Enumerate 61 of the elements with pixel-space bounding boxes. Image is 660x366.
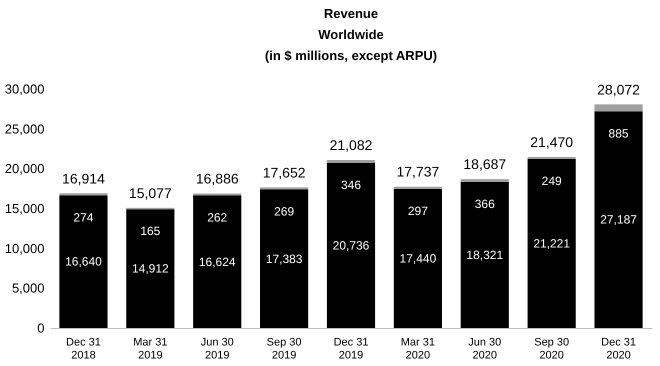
text: (in $ millions, except ARPU)	[264, 48, 438, 63]
data-label: 16,624	[198, 254, 236, 269]
data-label: 249	[542, 174, 562, 188]
total-label: 16,886	[196, 170, 239, 186]
bar	[260, 187, 308, 190]
total-label: 21,470	[530, 134, 574, 150]
bar	[394, 186, 442, 190]
total-label: 28,072	[597, 81, 640, 98]
data-label: 21,221	[533, 236, 570, 250]
total-label: 21,082	[330, 137, 373, 154]
data-label: 16,640	[65, 254, 102, 269]
bar	[460, 179, 509, 182]
total-label: 16,914	[62, 170, 106, 186]
data-label: 14,912	[132, 262, 170, 276]
y-tick-label: 5,000	[12, 280, 44, 296]
bar	[326, 160, 376, 163]
y-tick-label: 15,000	[4, 201, 44, 216]
text: Revenue	[324, 6, 378, 21]
bar	[193, 196, 242, 328]
bar	[260, 190, 308, 328]
x-tick-label: Sep 30 2020	[534, 336, 570, 362]
data-label: 297	[408, 204, 428, 218]
data-label: 27,187	[600, 212, 638, 227]
x-tick-label: Mar 31 2020	[400, 336, 436, 362]
x-tick-label: Mar 31 2019	[133, 336, 168, 362]
data-label: 18,321	[466, 248, 504, 262]
bar	[193, 193, 242, 196]
data-label: 165	[140, 224, 161, 238]
data-label: 262	[207, 210, 228, 225]
bar	[594, 104, 643, 112]
text: Worldwide	[318, 27, 384, 42]
data-label: 269	[274, 204, 294, 219]
total-label: 18,687	[463, 156, 506, 172]
y-tick-label: 20,000	[4, 161, 44, 176]
data-label: 17,383	[266, 252, 303, 266]
total-label: 15,077	[128, 184, 172, 201]
bar	[528, 158, 576, 328]
bar	[59, 195, 108, 328]
y-tick-label: 10,000	[4, 240, 44, 256]
x-tick-label: Dec 31 2020	[601, 336, 636, 362]
data-label: 346	[340, 178, 362, 192]
y-tick-label: 25,000	[4, 121, 44, 136]
x-tick-label: Dec 31 2019	[334, 336, 368, 362]
x-tick-label: Sep 30 2019	[266, 336, 302, 362]
y-tick-label: 0	[37, 320, 44, 336]
x-tick-label: Dec 31 2018	[66, 336, 101, 362]
data-label: 20,736	[332, 238, 370, 252]
data-label: 17,440	[400, 252, 437, 266]
data-label: 885	[608, 126, 629, 140]
data-label: 274	[73, 210, 94, 224]
x-tick-label: Jun 30 2019	[200, 336, 234, 362]
bar	[460, 182, 509, 328]
total-label: 17,737	[396, 164, 440, 180]
bar	[394, 189, 442, 328]
bar	[326, 162, 376, 328]
x-tick-label: Jun 30 2020	[468, 336, 502, 362]
bar	[594, 111, 643, 328]
data-label: 366	[474, 197, 496, 212]
bar	[126, 209, 174, 328]
total-label: 17,652	[262, 164, 306, 180]
y-tick-label: 30,000	[4, 82, 44, 96]
